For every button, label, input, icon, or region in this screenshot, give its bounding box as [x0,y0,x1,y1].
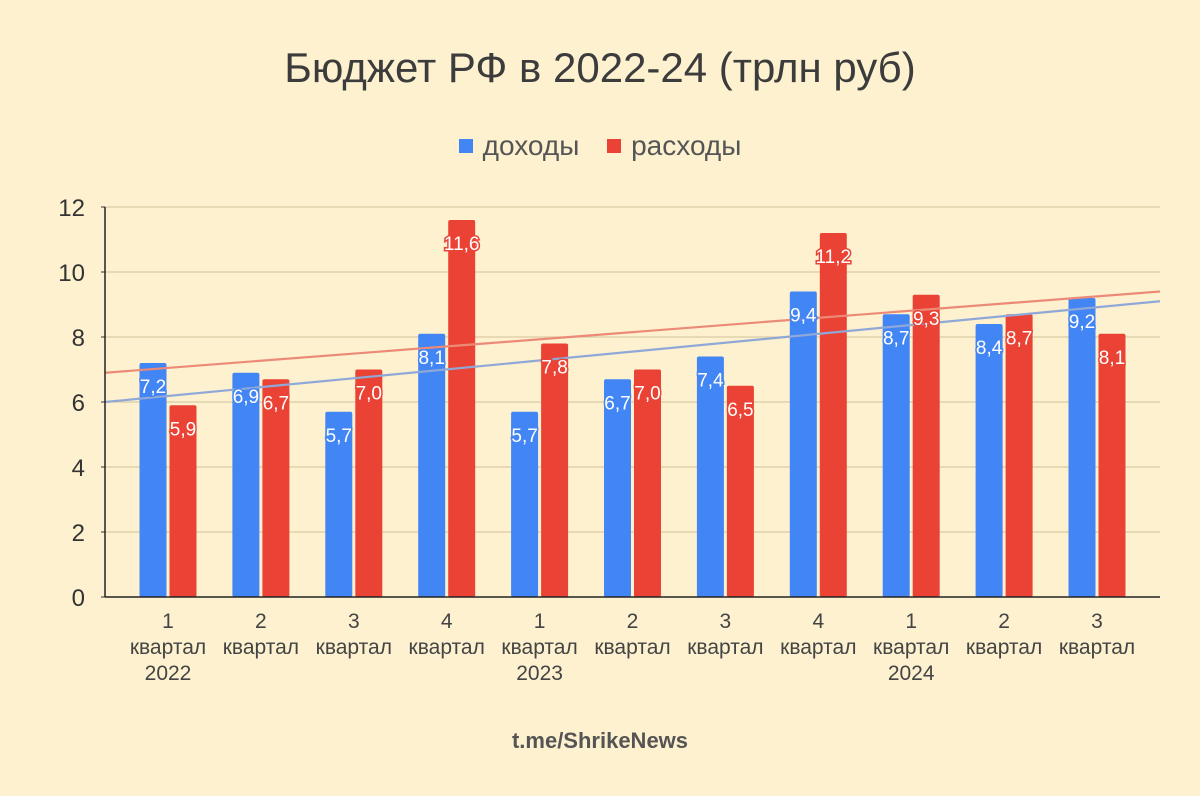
x-tick-label: 2 [627,610,639,633]
data-label: 7,4 [697,371,724,392]
x-tick-label: 2022 [145,662,192,685]
expense-bar [169,405,197,597]
x-tick-label: квартал [501,636,577,659]
data-label: 6,7 [263,393,289,414]
expense-trendline [104,290,1161,374]
x-tick-label: квартал [687,636,763,659]
legend-item-expenses: расходы [607,130,741,162]
y-tick-label: 6 [72,390,85,417]
expense-bar [262,379,290,597]
x-tick-label: квартал [1059,636,1135,659]
income-bar [418,333,446,597]
y-tick-label: 2 [72,520,85,547]
data-label: 7,8 [541,358,567,379]
income-bar [975,324,1003,597]
chart-title: Бюджет РФ в 2022-24 (трлн руб) [284,44,916,91]
legend-label-expenses: расходы [631,130,742,161]
data-label: 5,9 [170,419,196,440]
income-bar [232,372,260,597]
x-tick-label: квартал [966,636,1042,659]
income-bar [511,411,539,597]
x-tick-label: 1 [534,610,546,633]
data-label: 9,2 [1069,312,1095,333]
data-label: 8,4 [976,338,1003,359]
y-tick-label: 12 [58,195,85,222]
data-label: 11,6 [444,234,480,255]
income-bar [789,291,817,597]
x-tick-label: квартал [316,636,392,659]
x-tick-label: 4 [441,610,453,633]
data-label: 6,5 [727,400,753,421]
income-bar [1068,298,1096,597]
data-label: 7,0 [634,384,660,405]
x-tick-label: 3 [720,610,732,633]
income-bar [139,363,167,597]
footer-source: t.me/ShrikeNews [511,728,689,753]
expense-bar [634,369,661,597]
data-label: 6,7 [604,393,630,414]
data-label: 11,2 [816,247,852,268]
data-label: 9,3 [913,309,939,330]
chart-legend: доходы расходы [0,128,1200,162]
expense-bar [355,369,383,597]
data-label: 5,7 [326,426,352,447]
legend-label-income: доходы [482,130,580,161]
x-tick-label: 2 [255,610,267,633]
x-tick-label: 1 [162,610,174,633]
data-label: 5,7 [511,426,537,447]
legend-swatch-expenses [607,139,622,153]
data-label: 8,1 [1099,348,1125,369]
x-tick-label: 2023 [516,662,563,685]
x-tick-label: квартал [594,636,670,659]
x-tick-label: 2024 [888,662,935,685]
x-tick-label: 3 [348,610,360,633]
data-label: 8,1 [418,348,444,369]
expense-bar [448,220,476,597]
x-tick-label: 4 [812,610,824,633]
x-tick-label: квартал [873,636,949,659]
expense-bar [541,343,569,597]
x-tick-label: квартал [130,636,206,659]
expense-bar [819,233,847,597]
x-tick-label: квартал [409,636,485,659]
data-label: 8,7 [883,328,909,349]
x-tick-label: квартал [223,636,299,659]
data-label: 8,7 [1006,328,1032,349]
y-tick-label: 0 [72,585,85,612]
y-tick-label: 10 [58,260,85,287]
income-bar [882,314,910,597]
income-bar [325,411,353,597]
y-tick-label: 4 [72,455,85,482]
data-label: 9,4 [790,306,817,327]
legend-swatch-income [458,139,473,153]
data-label: 7,0 [356,384,382,405]
income-trendline [104,300,1161,404]
x-tick-label: 2 [998,610,1010,633]
income-bar [696,356,724,597]
x-tick-label: 3 [1091,610,1103,633]
expense-bar [1098,333,1126,597]
income-bar [604,379,631,597]
expense-bar [912,294,940,597]
expense-bar [726,385,754,597]
expense-bar [1005,314,1033,597]
data-label: 6,9 [233,387,259,408]
x-tick-label: 1 [905,610,917,633]
y-tick-label: 8 [72,325,85,352]
data-label: 7,2 [140,377,166,398]
legend-item-income: доходы [458,130,580,162]
x-tick-label: квартал [780,636,856,659]
